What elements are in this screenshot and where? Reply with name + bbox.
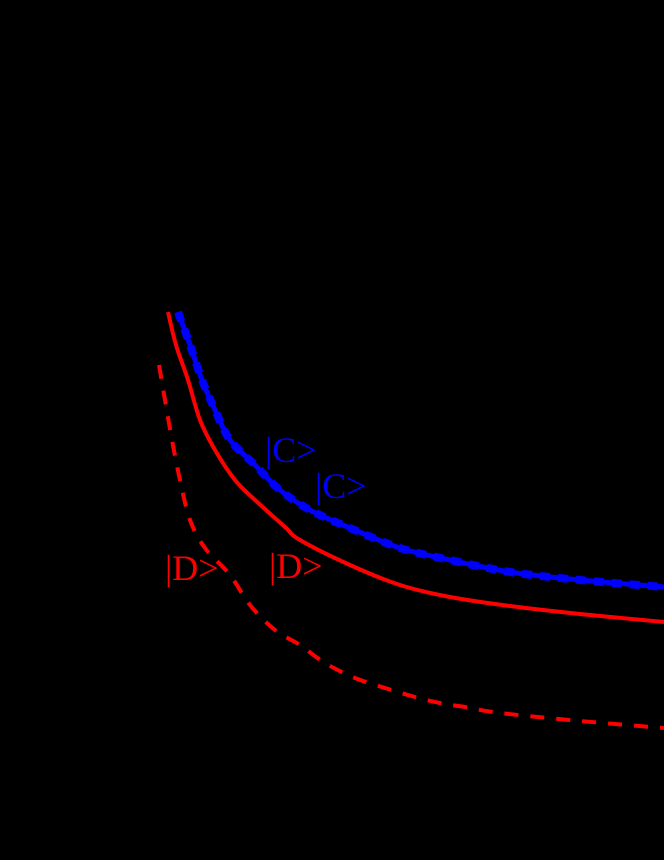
blue-dashed-curve <box>174 310 664 591</box>
red-solid-curve <box>166 311 664 624</box>
label-d-2: |D> <box>269 546 323 586</box>
curves-layer <box>157 310 664 730</box>
label-c-2: |C> <box>315 466 367 506</box>
label-c-1: |C> <box>265 430 317 470</box>
labels-layer: |C> |C> |D> |D> <box>165 430 367 588</box>
label-d-1: |D> <box>165 548 219 588</box>
red-dashed-curve <box>157 364 664 730</box>
